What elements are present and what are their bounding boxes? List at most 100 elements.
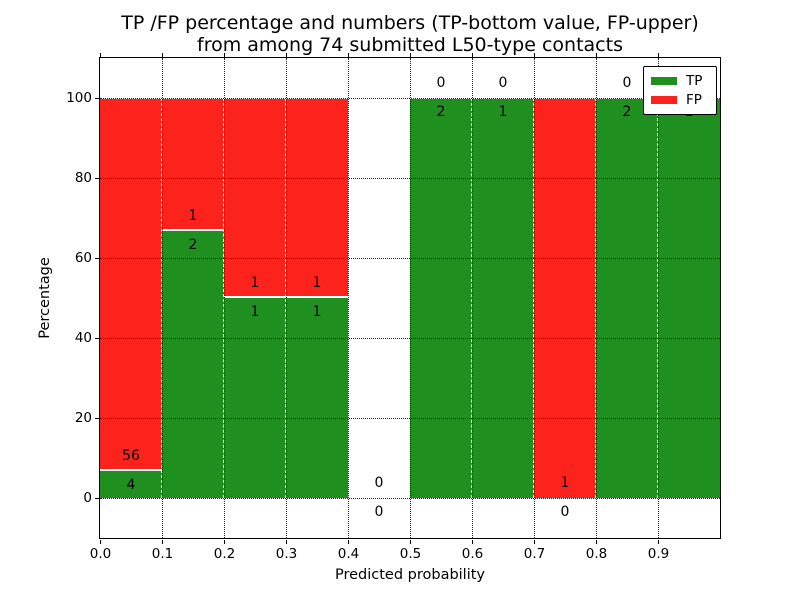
fp-bar-segment [534, 98, 596, 498]
tp-count-label: 2 [188, 237, 198, 254]
y-tick [94, 98, 99, 99]
x-tick-top [162, 52, 163, 57]
vertical-gridline [534, 58, 535, 538]
horizontal-gridline [100, 338, 720, 339]
tp-count-label: 0 [374, 504, 384, 520]
tp-count-label: 2 [436, 104, 446, 120]
x-tick-top [658, 52, 659, 57]
legend-label-tp: TP [686, 73, 703, 90]
tp-bar-segment [410, 98, 472, 498]
x-tick [348, 539, 349, 544]
fp-count-label: 1 [250, 275, 260, 291]
vertical-gridline [596, 58, 597, 538]
vertical-gridline [348, 58, 349, 538]
tp-count-label: 2 [622, 104, 632, 120]
fp-count-label: 0 [622, 75, 632, 91]
x-tick [596, 539, 597, 544]
y-tick [94, 178, 99, 179]
x-tick-label: 0.4 [337, 546, 360, 562]
y-tick [94, 418, 99, 419]
x-tick-top [534, 52, 535, 57]
x-tick-label: 0.1 [151, 546, 174, 562]
fp-count-label: 56 [122, 448, 140, 465]
tp-bar-segment [658, 98, 720, 498]
bar-boundary-line [223, 98, 224, 498]
x-tick-top [410, 52, 411, 57]
x-tick-label: 0.9 [647, 546, 670, 562]
x-tick-label: 0.7 [523, 546, 546, 562]
horizontal-gridline [100, 258, 720, 259]
chart-title-line2: from among 74 submitted L50-type contact… [197, 34, 623, 56]
tp-swatch-icon [651, 77, 677, 86]
x-tick-top [596, 52, 597, 57]
horizontal-gridline [100, 178, 720, 179]
vertical-gridline [224, 58, 225, 538]
x-tick-top [286, 52, 287, 57]
vertical-gridline [658, 58, 659, 538]
chart-title-line1: TP /FP percentage and numbers (TP-bottom… [121, 12, 699, 34]
fp-count-label: 1 [312, 275, 322, 291]
y-tick-label: 20 [74, 409, 92, 426]
x-tick [658, 539, 659, 544]
fp-count-label: 1 [188, 208, 198, 225]
fp-count-label: 0 [498, 75, 508, 91]
tp-count-label: 1 [250, 304, 260, 320]
fp-bar-segment [100, 98, 162, 472]
bar-boundary-line [471, 98, 472, 498]
x-axis-label: Predicted probability [334, 567, 486, 583]
fp-count-label: 1 [560, 475, 570, 491]
x-tick-label: 0.2 [213, 546, 236, 562]
bar-boundary-line [657, 98, 658, 498]
tp-bar-segment [286, 298, 348, 498]
plot-area: 564121111000201100201 [99, 57, 721, 539]
x-tick [224, 539, 225, 544]
x-tick-label: 0.6 [461, 546, 484, 562]
y-axis-label: Percentage [37, 257, 53, 339]
legend: TP FP [643, 66, 717, 115]
y-tick [94, 498, 99, 499]
x-tick-top [348, 52, 349, 57]
legend-label-fp: FP [686, 91, 702, 108]
vertical-gridline [472, 58, 473, 538]
x-tick [410, 539, 411, 544]
fp-count-label: 0 [374, 475, 384, 491]
fp-bar-segment [162, 98, 224, 232]
bar-boundary-line [533, 98, 534, 498]
x-tick [534, 539, 535, 544]
x-tick-top [224, 52, 225, 57]
vertical-gridline [286, 58, 287, 538]
x-tick-label: 0.5 [399, 546, 422, 562]
x-tick [472, 539, 473, 544]
x-tick [100, 539, 101, 544]
x-tick-top [100, 52, 101, 57]
fp-swatch-icon [651, 95, 677, 104]
x-tick-label: 0.0 [89, 546, 112, 562]
vertical-gridline [410, 58, 411, 538]
bar-boundary-line [595, 98, 596, 498]
tp-count-label: 0 [560, 504, 570, 520]
tp-count-label: 4 [126, 477, 136, 494]
tp-bar-segment [596, 98, 658, 498]
y-tick-label: 80 [74, 169, 92, 186]
x-tick [286, 539, 287, 544]
legend-item-tp: TP [651, 74, 709, 88]
y-tick [94, 338, 99, 339]
y-tick-label: 100 [66, 89, 92, 106]
vertical-gridline [162, 58, 163, 538]
tp-bar-segment [100, 471, 162, 498]
horizontal-gridline [100, 498, 720, 499]
bar-boundary-line [285, 98, 286, 498]
tp-bar-segment [472, 98, 534, 498]
horizontal-gridline [100, 98, 720, 99]
fp-bar-segment [286, 98, 348, 298]
tp-bar-segment [162, 231, 224, 498]
x-tick-label: 0.3 [275, 546, 298, 562]
tp-count-label: 1 [498, 104, 508, 120]
fp-bar-segment [224, 98, 286, 298]
tp-count-label: 1 [312, 304, 322, 320]
horizontal-gridline [100, 418, 720, 419]
y-tick-label: 40 [74, 329, 92, 346]
bar-boundary-line [161, 98, 162, 498]
y-tick-label: 0 [83, 489, 92, 506]
